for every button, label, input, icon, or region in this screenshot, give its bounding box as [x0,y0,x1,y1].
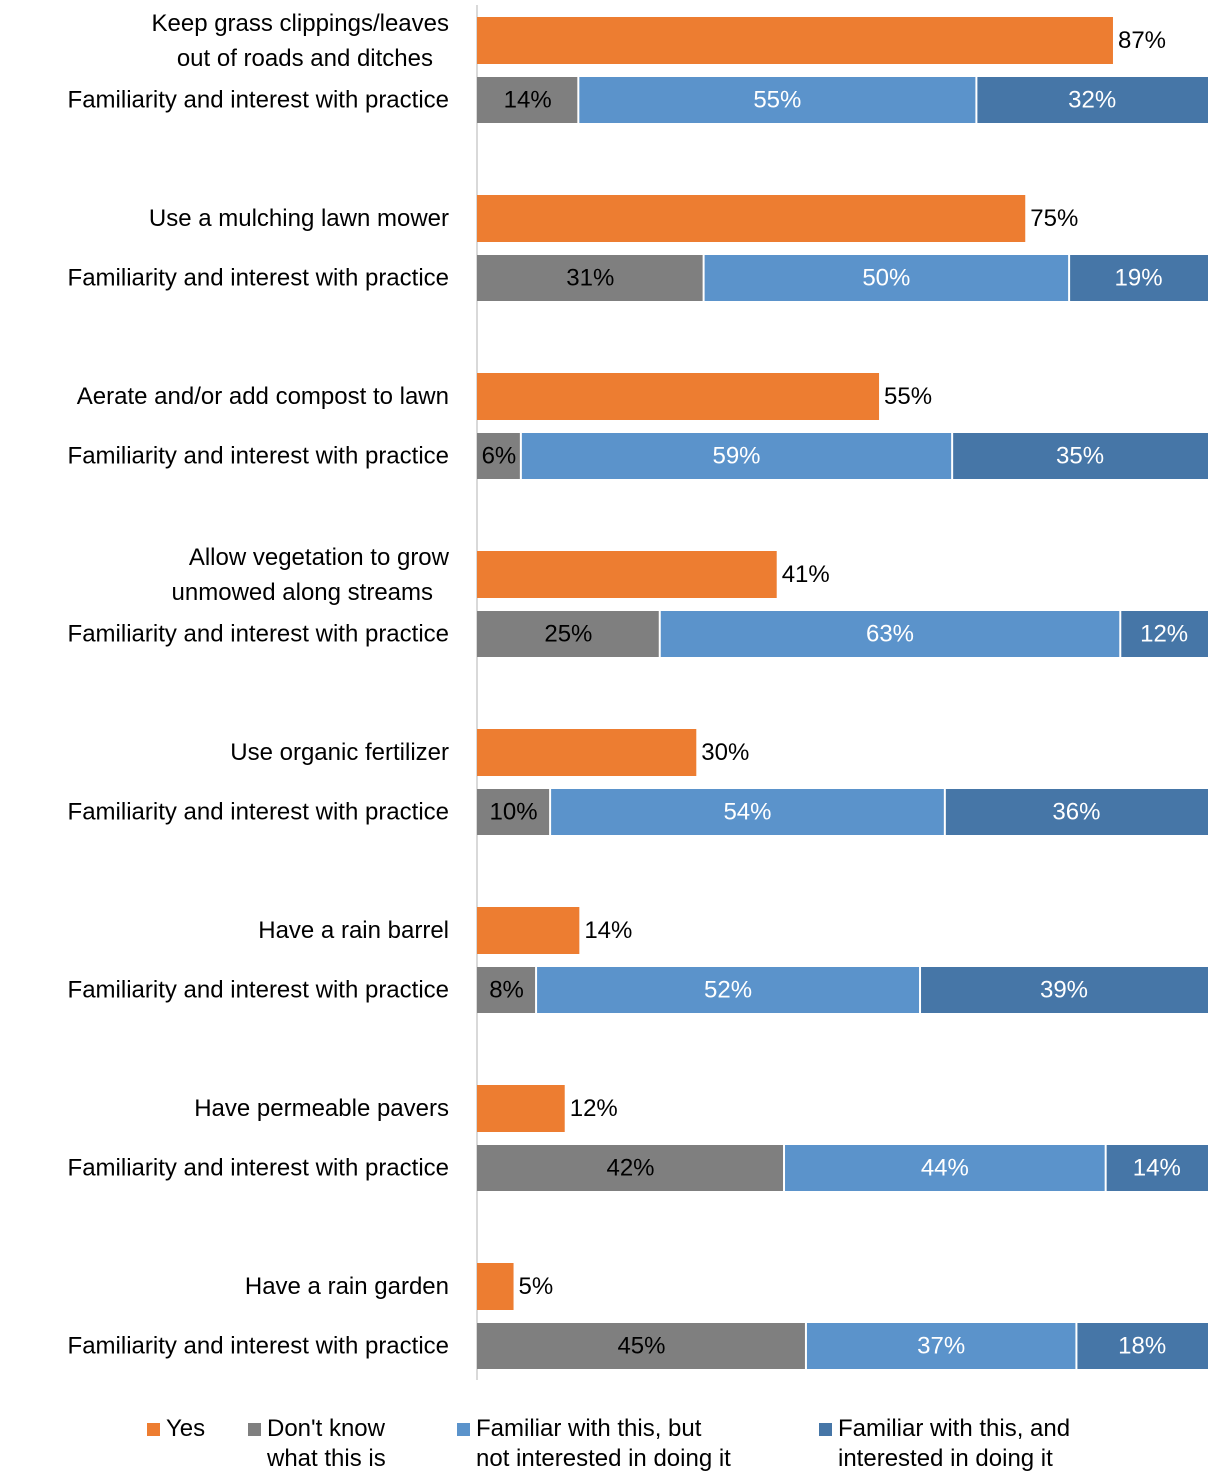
familiarity-row-label-3: Familiarity and interest with practice [68,621,449,648]
legend-label-familiar-not-interested: Familiar with this, but not interested i… [476,1415,731,1472]
familiarity-value-label-dont-know-6: 42% [606,1155,654,1182]
familiarity-segment-familiar-not-interested-0 [578,77,977,123]
yes-bar-4 [477,729,697,776]
yes-value-label-7: 5% [519,1273,554,1300]
familiarity-value-label-dont-know-7: 45% [617,1333,665,1360]
yes-value-label-4: 30% [701,739,749,766]
familiarity-value-label-dont-know-3: 25% [544,621,592,648]
familiarity-segment-familiar-interested-4 [944,789,1208,835]
legend-swatch-familiar-interested [819,1423,832,1436]
familiarity-segment-dont-know-5 [477,967,537,1013]
familiarity-value-label-dont-know-4: 10% [490,799,538,826]
category-label-5: Have a rain barrel [258,917,449,944]
familiarity-segment-dont-know-7 [477,1323,806,1369]
familiarity-value-label-familiar-not-interested-4: 54% [723,799,771,826]
category-label-3-line-1: Allow vegetation to grow [189,544,450,571]
familiarity-value-label-familiar-interested-4: 36% [1052,799,1100,826]
familiarity-value-label-familiar-not-interested-5: 52% [704,977,752,1004]
yes-value-label-1: 75% [1030,205,1078,232]
yes-bar-5 [477,907,580,954]
familiarity-segment-familiar-not-interested-4 [550,789,945,835]
familiarity-value-label-familiar-not-interested-0: 55% [753,87,801,114]
familiarity-segment-familiar-interested-0 [976,77,1208,123]
familiarity-value-label-dont-know-5: 8% [489,977,524,1004]
legend-item-familiar-interested: Familiar with this, and interested in do… [819,1414,1070,1474]
legend-label-familiar-interested: Familiar with this, and interested in do… [838,1415,1071,1472]
familiarity-segment-familiar-not-interested-7 [805,1323,1077,1369]
legend-swatch-familiar-not-interested [457,1423,470,1436]
familiarity-segment-dont-know-3 [477,611,660,657]
familiarity-row-label-0: Familiarity and interest with practice [68,87,449,114]
familiarity-value-label-familiar-not-interested-6: 44% [921,1155,969,1182]
category-label-1: Use a mulching lawn mower [149,205,449,232]
category-label-3-line-2: unmowed along streams [172,579,433,606]
familiarity-segment-familiar-not-interested-6 [784,1145,1106,1191]
yes-bar-2 [477,373,880,420]
familiarity-value-label-familiar-interested-7: 18% [1118,1333,1166,1360]
yes-bar-6 [477,1085,565,1132]
yes-bar-7 [477,1263,514,1310]
legend-item-familiar-not-interested: Familiar with this, but not interested i… [457,1414,731,1474]
yes-bar-3 [477,551,777,598]
category-label-6: Have permeable pavers [194,1095,449,1122]
category-label-0-line-2: out of roads and ditches [177,45,433,72]
familiarity-segment-dont-know-2 [477,433,521,479]
familiarity-value-label-familiar-interested-6: 14% [1133,1155,1181,1182]
yes-value-label-5: 14% [584,917,632,944]
legend-label-dont-know: Don't know what this is [267,1415,386,1472]
yes-bar-0 [477,17,1113,64]
familiarity-value-label-familiar-interested-2: 35% [1056,443,1104,470]
familiarity-row-label-2: Familiarity and interest with practice [68,443,449,470]
yes-value-label-2: 55% [884,383,932,410]
legend: Yes Don't know what this is Familiar wit… [0,1414,1208,1481]
yes-value-label-0: 87% [1118,27,1166,54]
category-label-2: Aerate and/or add compost to lawn [77,383,449,410]
chart: Keep grass clippings/leaves out of roads … [68,5,1208,1380]
familiarity-segment-familiar-interested-5 [920,967,1208,1013]
familiarity-segment-dont-know-6 [477,1145,785,1191]
familiarity-value-label-familiar-interested-0: 32% [1068,87,1116,114]
yes-value-label-3: 41% [782,561,830,588]
legend-swatch-dont-know [248,1423,261,1436]
category-label-0-line-1: Keep grass clippings/leaves [151,10,449,37]
familiarity-row-label-7: Familiarity and interest with practice [68,1333,449,1360]
legend-item-dont-know: Don't know what this is [248,1414,386,1474]
familiarity-segment-familiar-interested-1 [1069,255,1208,301]
familiarity-value-label-familiar-not-interested-2: 59% [712,443,760,470]
familiarity-segment-familiar-interested-7 [1076,1323,1208,1369]
familiarity-segment-dont-know-0 [477,77,579,123]
category-label-7: Have a rain garden [245,1273,449,1300]
familiarity-segment-familiar-interested-2 [952,433,1208,479]
familiarity-value-label-familiar-interested-5: 39% [1040,977,1088,1004]
familiarity-value-label-familiar-not-interested-7: 37% [917,1333,965,1360]
familiarity-value-label-dont-know-0: 14% [504,87,552,114]
familiarity-value-label-familiar-interested-1: 19% [1115,265,1163,292]
yes-bar-1 [477,195,1026,242]
familiarity-segment-familiar-not-interested-3 [659,611,1121,657]
familiarity-segment-familiar-interested-3 [1120,611,1208,657]
familiarity-segment-familiar-interested-6 [1105,1145,1208,1191]
familiarity-segment-familiar-not-interested-1 [703,255,1070,301]
familiarity-segment-familiar-not-interested-2 [520,433,953,479]
familiarity-row-label-6: Familiarity and interest with practice [68,1155,449,1182]
familiarity-value-label-familiar-interested-3: 12% [1140,621,1188,648]
legend-swatch-yes [147,1423,160,1436]
familiarity-value-label-dont-know-1: 31% [566,265,614,292]
legend-label-yes: Yes [166,1415,206,1442]
familiarity-value-label-dont-know-2: 6% [482,443,517,470]
familiarity-row-label-1: Familiarity and interest with practice [68,265,449,292]
yes-value-label-6: 12% [570,1095,618,1122]
category-label-4: Use organic fertilizer [230,739,449,766]
familiarity-row-label-4: Familiarity and interest with practice [68,799,449,826]
familiarity-row-label-5: Familiarity and interest with practice [68,977,449,1004]
familiarity-segment-familiar-not-interested-5 [536,967,921,1013]
legend-item-yes: Yes [147,1414,205,1444]
familiarity-segment-dont-know-1 [477,255,704,301]
familiarity-value-label-familiar-not-interested-1: 50% [862,265,910,292]
familiarity-segment-dont-know-4 [477,789,551,835]
familiarity-value-label-familiar-not-interested-3: 63% [866,621,914,648]
